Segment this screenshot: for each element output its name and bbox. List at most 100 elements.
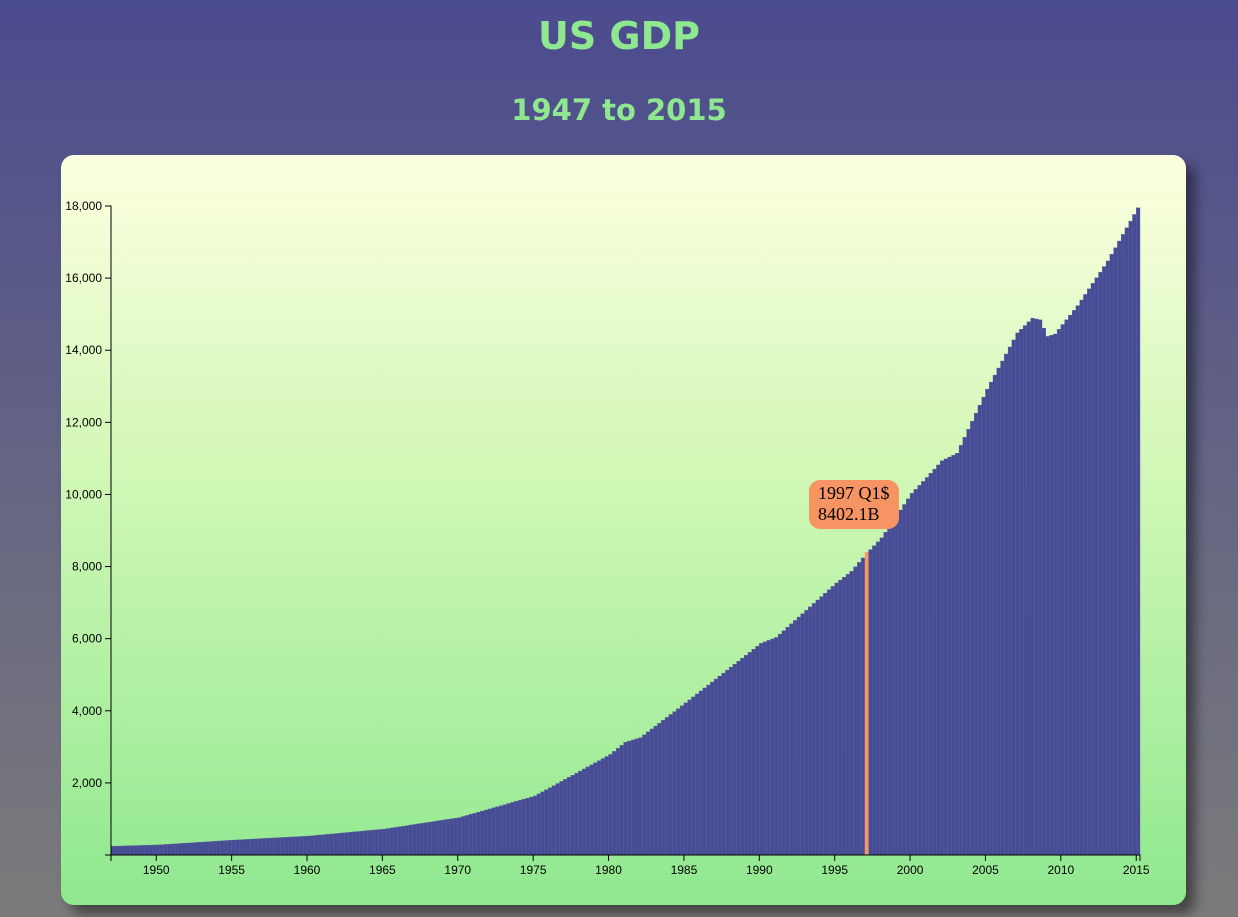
bar[interactable] xyxy=(397,826,402,856)
bar[interactable] xyxy=(879,537,884,856)
bar[interactable] xyxy=(167,844,172,856)
bar[interactable] xyxy=(747,652,752,856)
bar[interactable] xyxy=(450,818,455,856)
bar[interactable] xyxy=(1022,325,1028,856)
bar[interactable] xyxy=(246,839,251,856)
bar[interactable] xyxy=(977,404,982,856)
bar[interactable] xyxy=(1087,288,1092,856)
bar[interactable] xyxy=(1034,318,1039,856)
bar[interactable] xyxy=(287,836,293,856)
bar[interactable] xyxy=(868,549,873,856)
bar[interactable] xyxy=(808,606,813,856)
bar[interactable] xyxy=(1004,353,1009,856)
bar[interactable] xyxy=(453,817,458,856)
bar[interactable] xyxy=(581,768,587,856)
bar[interactable] xyxy=(208,841,213,856)
bar[interactable] xyxy=(1124,227,1129,856)
bar[interactable] xyxy=(823,593,828,856)
bar[interactable] xyxy=(706,684,711,856)
bar[interactable] xyxy=(446,819,451,856)
bar[interactable] xyxy=(962,437,967,856)
bar[interactable] xyxy=(1030,317,1035,856)
bar[interactable] xyxy=(1090,283,1095,856)
bar[interactable] xyxy=(261,838,266,856)
bar[interactable] xyxy=(114,845,119,856)
bar[interactable] xyxy=(540,791,545,856)
bar[interactable] xyxy=(762,641,768,856)
bar[interactable] xyxy=(352,831,357,856)
bar[interactable] xyxy=(570,775,575,856)
bar[interactable] xyxy=(894,515,899,856)
bar[interactable] xyxy=(536,793,541,856)
bar[interactable] xyxy=(291,836,296,856)
bar[interactable] xyxy=(664,717,670,856)
bar[interactable] xyxy=(1120,234,1126,856)
bar[interactable] xyxy=(1071,310,1077,856)
bar[interactable] xyxy=(996,367,1001,856)
bar[interactable] xyxy=(235,839,240,856)
bar[interactable] xyxy=(133,845,138,856)
bar[interactable] xyxy=(374,829,379,856)
bar[interactable] xyxy=(604,756,609,856)
bar[interactable] xyxy=(755,646,760,856)
bar[interactable] xyxy=(340,832,345,856)
bar[interactable] xyxy=(872,545,877,856)
bar[interactable] xyxy=(314,835,319,856)
bar[interactable] xyxy=(1060,324,1065,856)
bar[interactable] xyxy=(423,822,428,856)
bar[interactable] xyxy=(1064,319,1069,856)
bar[interactable] xyxy=(593,762,598,856)
bar[interactable] xyxy=(468,814,474,856)
bar[interactable] xyxy=(615,748,621,856)
bar[interactable] xyxy=(653,725,658,856)
bar[interactable] xyxy=(1049,335,1054,856)
bar[interactable] xyxy=(510,802,515,856)
bar[interactable] xyxy=(691,696,696,856)
bar[interactable] xyxy=(321,834,327,856)
bar[interactable] xyxy=(148,844,153,856)
bar[interactable] xyxy=(306,835,311,856)
bar[interactable] xyxy=(921,481,926,856)
bar[interactable] xyxy=(717,675,722,856)
bar[interactable] xyxy=(506,803,511,856)
bar[interactable] xyxy=(947,456,952,856)
bar[interactable] xyxy=(355,831,360,856)
bar[interactable] xyxy=(269,837,274,856)
bar[interactable] xyxy=(212,841,217,856)
bar[interactable] xyxy=(770,638,775,856)
bar[interactable] xyxy=(649,728,654,856)
bar[interactable] xyxy=(1015,332,1020,856)
bar[interactable] xyxy=(1102,266,1107,856)
bar[interactable] xyxy=(811,603,817,856)
bar[interactable] xyxy=(1083,294,1088,856)
bar[interactable] xyxy=(657,722,662,856)
bar[interactable] xyxy=(382,828,387,856)
bar[interactable] xyxy=(502,804,507,856)
bar[interactable] xyxy=(781,630,786,856)
bar[interactable] xyxy=(514,801,519,856)
bar[interactable] xyxy=(238,839,244,856)
bar[interactable] xyxy=(638,737,643,856)
bar[interactable] xyxy=(713,678,719,856)
bar[interactable] xyxy=(834,582,839,856)
bar[interactable] xyxy=(774,637,779,856)
bar[interactable] xyxy=(551,785,556,856)
bar[interactable] xyxy=(661,720,666,856)
bar[interactable] xyxy=(1128,220,1133,856)
bar[interactable] xyxy=(710,681,715,856)
bar[interactable] xyxy=(333,833,338,856)
bar[interactable] xyxy=(401,826,406,856)
bar[interactable] xyxy=(404,825,409,856)
bar[interactable] xyxy=(159,844,164,856)
bar[interactable] xyxy=(242,839,247,856)
bar[interactable] xyxy=(989,381,994,856)
bar[interactable] xyxy=(393,827,398,856)
bar[interactable] xyxy=(909,493,915,856)
bar[interactable] xyxy=(883,532,888,856)
bar[interactable] xyxy=(608,754,613,856)
bar[interactable] xyxy=(483,809,489,856)
bar[interactable] xyxy=(336,833,342,856)
bar[interactable] xyxy=(480,810,485,856)
bar[interactable] xyxy=(563,779,568,856)
bar[interactable] xyxy=(936,464,941,856)
